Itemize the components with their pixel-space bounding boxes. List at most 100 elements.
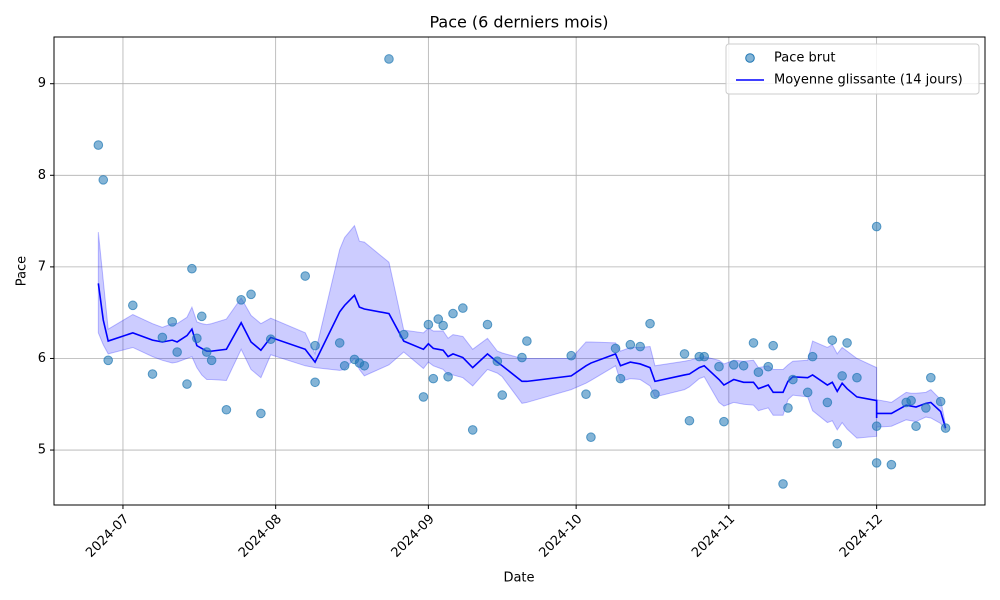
data-point [167, 317, 178, 327]
data-point [871, 421, 882, 432]
data-point [748, 338, 759, 348]
data-point [206, 355, 217, 366]
data-point [103, 355, 113, 366]
data-point [172, 347, 182, 357]
data-point [517, 352, 527, 363]
data-point [256, 408, 266, 419]
line [97, 283, 947, 429]
data-point [763, 361, 774, 372]
data-point [581, 389, 591, 399]
legend-box [725, 43, 980, 95]
data-point [906, 395, 916, 406]
data-point [448, 308, 458, 319]
y-tick-label: 6 [38, 351, 46, 366]
data-point [886, 459, 897, 470]
data-point [753, 367, 764, 378]
x-tick-label: 2024-08 [236, 512, 285, 561]
x-tick-label: 2024-10 [536, 512, 585, 561]
x-tick-label: 2024-09 [389, 512, 438, 561]
data-point [98, 175, 109, 185]
data-point [482, 319, 493, 330]
data-point [926, 372, 936, 383]
data-point [738, 360, 749, 371]
data-point [783, 403, 793, 413]
data-point [699, 351, 710, 362]
data-point [192, 333, 202, 344]
data-point [438, 320, 448, 331]
data-point [497, 390, 508, 400]
data-point [339, 360, 350, 371]
data-point [921, 403, 931, 413]
data-point [157, 332, 168, 343]
data-point [467, 425, 478, 435]
data-point [832, 438, 843, 449]
data-point [911, 421, 921, 432]
data-point [310, 377, 320, 388]
data-point [458, 303, 468, 313]
data-point [610, 343, 621, 354]
data-point [871, 221, 882, 232]
data-point [187, 263, 197, 274]
data-point [625, 339, 636, 350]
data-point [310, 340, 320, 351]
plot-frame [53, 36, 986, 506]
data-point [802, 387, 813, 398]
data-point [182, 379, 192, 389]
legend-label: Pace brut [774, 51, 835, 66]
data-point [246, 289, 256, 300]
x-tick-label: 2024-07 [83, 512, 132, 561]
y-tick-label: 7 [38, 259, 46, 274]
data-point [852, 372, 862, 383]
data-point [492, 356, 503, 367]
data-point [871, 458, 882, 468]
data-point [679, 349, 690, 359]
data-point [645, 318, 655, 329]
data-point [428, 373, 439, 384]
data-point [940, 423, 951, 433]
data-point [684, 415, 695, 426]
data-point [265, 334, 276, 345]
data-point [719, 416, 729, 427]
y-tick-label: 8 [38, 168, 46, 183]
data-point [778, 479, 788, 489]
chart-title: Pace (6 derniers mois) [429, 13, 608, 32]
data-point [359, 360, 370, 371]
data-point [236, 295, 246, 305]
data-point [433, 314, 444, 324]
legend-marker [745, 53, 755, 63]
data-point [586, 432, 596, 443]
data-point [615, 373, 626, 384]
y-tick-label: 9 [38, 76, 46, 91]
data-point [935, 396, 946, 407]
data-point [334, 338, 345, 348]
data-point [147, 369, 158, 379]
y-tick-label: 5 [38, 443, 46, 458]
data-point [807, 351, 818, 362]
data-point [827, 335, 838, 345]
data-point [837, 371, 847, 381]
data-point [842, 338, 852, 348]
data-point [443, 371, 453, 382]
x-axis-label: Date [503, 571, 534, 586]
data-point [201, 347, 212, 357]
legend-label: Moyenne glissante (14 jours) [774, 73, 963, 88]
data-point [398, 329, 409, 340]
data-point [728, 360, 739, 370]
data-point [196, 311, 207, 322]
data-point [418, 392, 429, 402]
data-point [768, 340, 778, 351]
y-axis-label: Pace [15, 256, 30, 286]
x-tick-label: 2024-12 [837, 512, 886, 561]
data-point [635, 341, 645, 352]
data-point [384, 54, 394, 64]
x-tick-label: 2024-11 [689, 512, 738, 561]
data-point [423, 319, 434, 330]
data-point [221, 404, 232, 415]
data-point [714, 361, 724, 372]
data-point [788, 374, 798, 385]
data-point [93, 140, 104, 150]
data-point [566, 350, 577, 361]
data-point [300, 271, 311, 281]
data-point [128, 300, 138, 311]
